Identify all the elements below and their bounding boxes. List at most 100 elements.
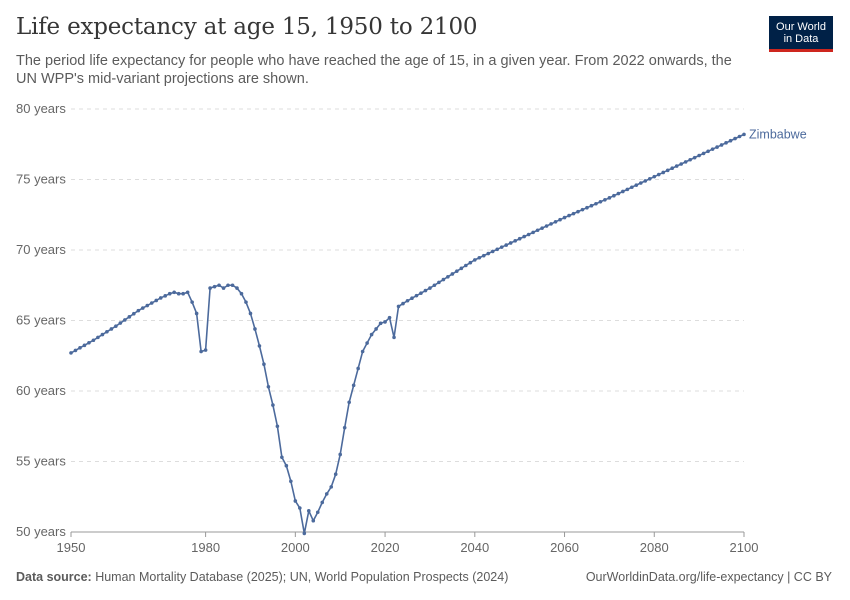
data-point (401, 301, 405, 306)
footer-url[interactable]: OurWorldinData.org/life-expectancy | CC … (585, 570, 832, 584)
data-point (190, 300, 194, 304)
data-point (697, 153, 701, 158)
data-point (742, 132, 746, 137)
data-point (140, 306, 145, 310)
data-point (490, 249, 495, 254)
data-point (455, 269, 459, 273)
data-point (719, 143, 724, 147)
data-point (535, 228, 540, 233)
data-point (109, 327, 114, 331)
data-point (661, 170, 666, 175)
data-point (558, 217, 562, 222)
data-point (419, 291, 423, 295)
y-tick-label: 50 years (16, 524, 66, 539)
data-point (338, 452, 343, 457)
data-point (284, 463, 289, 468)
data-point (324, 492, 329, 496)
data-point (208, 286, 212, 290)
data-point (630, 185, 634, 190)
data-point (176, 291, 181, 296)
data-point (96, 335, 100, 340)
data-point (710, 147, 715, 151)
data-point (154, 298, 159, 303)
data-point (639, 181, 643, 185)
data-point (540, 226, 544, 230)
data-point (235, 286, 239, 290)
chart-title: Life expectancy at age 15, 1950 to 2100 (16, 14, 478, 40)
data-point (266, 384, 271, 389)
data-point (199, 349, 203, 354)
data-point (495, 247, 500, 252)
data-point (473, 258, 477, 262)
data-point (212, 284, 217, 289)
data-point (342, 425, 347, 430)
data-point (114, 324, 118, 328)
data-point (185, 290, 190, 295)
data-point (217, 283, 221, 288)
data-point (594, 201, 598, 206)
y-tick-label: 70 years (16, 242, 66, 257)
data-point (715, 145, 719, 149)
data-point (302, 531, 307, 536)
data-point (522, 234, 526, 239)
data-point (298, 506, 302, 510)
data-point (706, 149, 710, 154)
data-point (405, 298, 410, 303)
data-point (369, 332, 374, 337)
data-point (306, 509, 311, 513)
data-point (508, 241, 513, 245)
data-point (78, 346, 82, 350)
data-point (692, 155, 697, 160)
data-point (652, 174, 657, 179)
data-point (221, 286, 226, 290)
data-point (612, 193, 616, 198)
data-point (69, 351, 73, 355)
data-point (387, 315, 392, 320)
logo-line-1: Our World (776, 21, 826, 33)
data-point (194, 311, 199, 316)
data-point (100, 332, 105, 337)
data-point (172, 290, 176, 295)
x-tick-label: 2060 (550, 540, 579, 555)
data-point (481, 253, 486, 258)
data-point (410, 296, 414, 301)
data-point (181, 291, 185, 296)
data-point (311, 518, 316, 523)
data-point (123, 318, 127, 322)
data-point (517, 236, 522, 241)
gridlines (71, 108, 744, 462)
data-point (459, 266, 464, 271)
data-point (244, 300, 248, 304)
y-tick-label: 55 years (16, 454, 66, 469)
data-point (464, 263, 468, 268)
data-point (580, 207, 585, 212)
data-point (450, 272, 455, 276)
data-point (82, 343, 87, 348)
data-point (262, 362, 266, 367)
data-point (441, 277, 446, 282)
data-point (531, 230, 535, 235)
y-tick-label: 60 years (16, 383, 66, 398)
x-tick-label: 2020 (371, 540, 400, 555)
data-point (688, 157, 692, 162)
y-tick-label: 80 years (16, 101, 66, 116)
data-point (73, 348, 78, 353)
owid-logo[interactable]: Our World in Data (769, 16, 833, 52)
data-point (280, 455, 284, 460)
data-point (351, 383, 356, 388)
data-point (607, 196, 612, 200)
data-point (333, 472, 338, 476)
data-point (91, 338, 96, 343)
data-point (728, 138, 733, 143)
data-point (275, 424, 280, 429)
data-point (239, 291, 244, 296)
data-point (226, 283, 230, 288)
data-point (392, 335, 396, 340)
data-point (468, 260, 473, 265)
data-point (383, 320, 387, 324)
x-tick-label: 2100 (730, 540, 759, 555)
data-point (665, 168, 670, 173)
series-line-zimbabwe (70, 133, 745, 535)
data-point (396, 304, 401, 309)
data-point (356, 366, 360, 371)
